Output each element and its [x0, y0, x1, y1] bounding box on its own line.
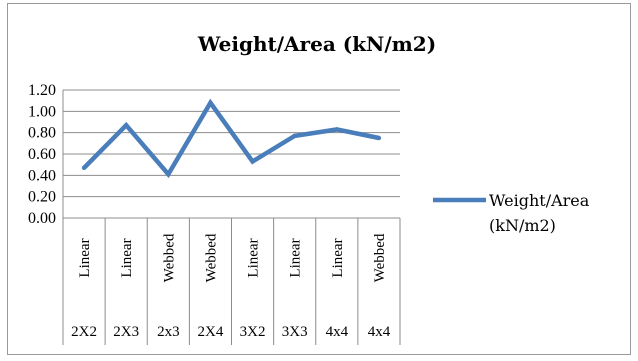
category-type-label: Webbed — [161, 233, 177, 282]
legend-label: (kN/m2) — [489, 216, 556, 235]
category-type-label: Webbed — [372, 233, 388, 282]
data-point — [166, 172, 171, 177]
category-size-label: 2x3 — [157, 324, 180, 340]
category-size-label: 2X2 — [71, 324, 97, 340]
chart-frame — [7, 3, 631, 355]
category-size-label: 3X2 — [240, 324, 266, 340]
category-size-label: 4x4 — [326, 324, 349, 340]
y-tick-label: 0.00 — [28, 210, 56, 227]
data-point — [376, 135, 382, 141]
data-point — [334, 127, 340, 132]
category-size-label: 2X4 — [198, 324, 224, 340]
y-tick-label: 1.20 — [28, 82, 56, 99]
category-type-label: Linear — [77, 238, 93, 277]
chart-title: Weight/Area (kN/m2) — [197, 32, 436, 56]
legend-label: Weight/Area — [489, 191, 590, 210]
category-size-label: 2X3 — [113, 324, 139, 340]
y-tick-label: 1.00 — [28, 103, 56, 120]
category-size-label: 3X3 — [282, 324, 308, 340]
data-point — [81, 165, 87, 171]
series-line — [82, 98, 380, 179]
category-size-label: 4x4 — [368, 324, 391, 340]
category-type-label: Linear — [288, 238, 304, 277]
data-point — [292, 133, 297, 139]
category-type-label: Webbed — [203, 233, 219, 282]
y-tick-label: 0.60 — [28, 146, 56, 163]
category-type-label: Linear — [246, 238, 262, 277]
y-tick-label: 0.20 — [28, 189, 56, 206]
data-point — [208, 100, 213, 106]
category-type-label: Linear — [119, 238, 135, 277]
data-point — [250, 159, 255, 164]
y-tick-label: 0.80 — [28, 125, 56, 142]
category-type-label: Linear — [330, 238, 346, 277]
data-point — [123, 123, 129, 128]
y-tick-label: 0.40 — [28, 167, 56, 184]
